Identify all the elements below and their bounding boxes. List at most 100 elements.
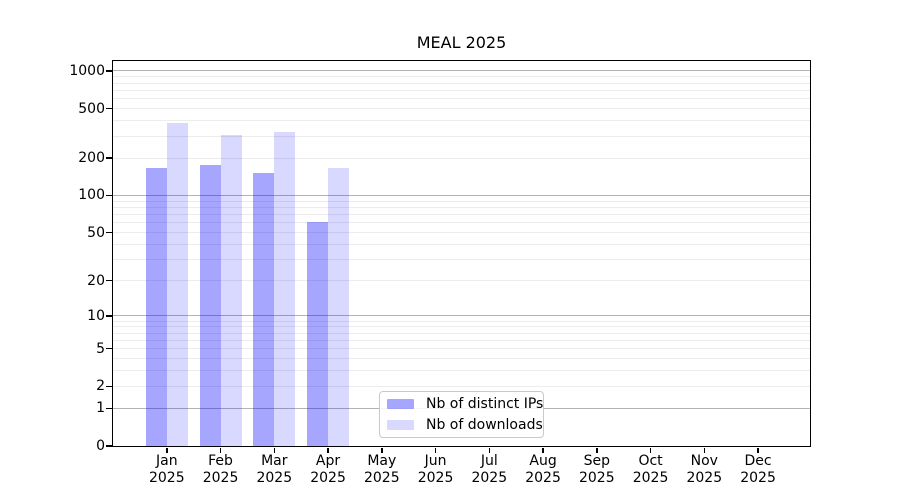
x-tick-mark <box>542 447 544 453</box>
x-tick-label: Nov 2025 <box>672 453 736 487</box>
y-tick-label: 1000 <box>69 62 105 79</box>
x-tick-mark <box>327 447 329 453</box>
gridline-minor <box>113 157 810 159</box>
y-tick-mark <box>106 157 112 159</box>
gridline-minor <box>113 259 810 261</box>
y-tick-mark <box>106 194 112 197</box>
gridline-minor <box>113 120 810 122</box>
bar-downloads-jan <box>166 122 188 446</box>
gridline-minor <box>113 82 810 84</box>
legend-swatch-distinct-ips <box>387 399 414 410</box>
x-tick-label: May 2025 <box>350 453 414 487</box>
gridline-minor <box>113 222 810 224</box>
y-tick-label: 0 <box>96 438 105 454</box>
legend-item: Nb of downloads <box>387 417 543 433</box>
x-tick-mark <box>273 447 276 453</box>
x-tick-month: Nov <box>690 453 718 469</box>
x-tick-year: 2025 <box>686 470 723 486</box>
y-tick-label: 2 <box>96 378 105 395</box>
x-tick-month: Feb <box>208 453 233 469</box>
legend-label: Nb of distinct IPs <box>426 396 544 413</box>
x-tick-mark <box>757 447 759 453</box>
gridline-minor <box>113 339 810 341</box>
y-tick-label: 1 <box>96 400 105 417</box>
x-tick-year: 2025 <box>525 470 561 486</box>
x-tick-label: Jun 2025 <box>404 453 468 487</box>
chart-title: MEAL 2025 <box>416 33 507 52</box>
gridline-minor <box>113 370 810 372</box>
x-tick-month: May <box>367 453 397 469</box>
y-tick-label: 20 <box>87 272 105 289</box>
gridline-minor <box>113 332 810 334</box>
x-tick-month: Jun <box>424 453 447 469</box>
x-tick-year: 2025 <box>578 470 615 486</box>
gridline-major <box>113 194 810 196</box>
gridline-minor <box>113 280 810 282</box>
bar-downloads-apr <box>328 167 350 446</box>
y-tick-mark <box>106 407 112 410</box>
y-tick-mark <box>106 107 112 110</box>
gridline-minor <box>113 108 810 110</box>
gridline-major <box>113 70 810 72</box>
bar-downloads-mar <box>274 131 296 446</box>
x-tick-year: 2025 <box>417 470 454 486</box>
x-tick-month: Apr <box>315 453 341 469</box>
x-tick-month: Aug <box>529 453 557 469</box>
x-tick-year: 2025 <box>740 470 776 486</box>
bar-downloads-feb <box>220 135 242 446</box>
x-tick-label: Dec 2025 <box>726 453 790 487</box>
gridline-minor <box>113 232 810 234</box>
x-tick-mark <box>703 447 706 453</box>
gridline-minor <box>113 214 810 216</box>
x-tick-mark <box>649 447 652 453</box>
x-tick-label: Jul 2025 <box>457 453 521 487</box>
y-tick-label: 100 <box>78 187 105 204</box>
legend-label: Nb of downloads <box>426 416 543 433</box>
x-tick-month: Jul <box>480 453 498 469</box>
gridline-major <box>113 315 810 317</box>
x-tick-mark <box>434 447 437 453</box>
x-tick-year: 2025 <box>310 470 346 486</box>
gridline-minor <box>113 200 810 202</box>
x-tick-label: Apr 2025 <box>296 453 360 487</box>
x-tick-label: Mar 2025 <box>242 453 306 487</box>
x-tick-year: 2025 <box>148 470 185 486</box>
gridline-minor <box>113 358 810 360</box>
x-tick-mark <box>381 447 383 453</box>
gridline-minor <box>113 243 810 245</box>
x-tick-year: 2025 <box>202 470 239 486</box>
x-tick-mark <box>166 447 168 453</box>
x-tick-mark <box>488 447 491 453</box>
bar-ips-feb <box>199 165 221 446</box>
gridline-minor <box>113 206 810 208</box>
legend: Nb of distinct IPs Nb of downloads <box>379 391 544 438</box>
y-tick-label: 5 <box>96 340 105 357</box>
x-tick-month: Jan <box>156 453 178 469</box>
bar-ips-mar <box>253 172 275 446</box>
y-tick-mark <box>106 347 112 350</box>
y-tick-mark <box>106 385 112 388</box>
x-tick-year: 2025 <box>471 470 508 486</box>
y-tick-mark <box>106 279 112 282</box>
bar-ips-apr <box>307 221 329 446</box>
y-tick-mark <box>106 315 112 317</box>
gridline-minor <box>113 326 810 328</box>
gridline-minor <box>113 98 810 100</box>
x-tick-year: 2025 <box>256 470 293 486</box>
x-tick-label: Jan 2025 <box>135 453 199 487</box>
gridline-minor <box>113 76 810 78</box>
x-tick-year: 2025 <box>632 470 669 486</box>
y-tick-label: 10 <box>87 307 105 324</box>
y-tick-label: 50 <box>87 224 105 241</box>
x-tick-month: Sep <box>583 453 610 469</box>
x-tick-month: Mar <box>261 453 288 469</box>
gridline-minor <box>113 348 810 350</box>
x-tick-label: Aug 2025 <box>511 453 575 487</box>
y-tick-label: 500 <box>78 100 105 117</box>
y-tick-mark <box>106 445 112 447</box>
y-tick-mark <box>106 231 112 234</box>
x-tick-label: Sep 2025 <box>565 453 629 487</box>
x-tick-mark <box>219 447 222 453</box>
y-tick-label: 200 <box>78 150 105 167</box>
